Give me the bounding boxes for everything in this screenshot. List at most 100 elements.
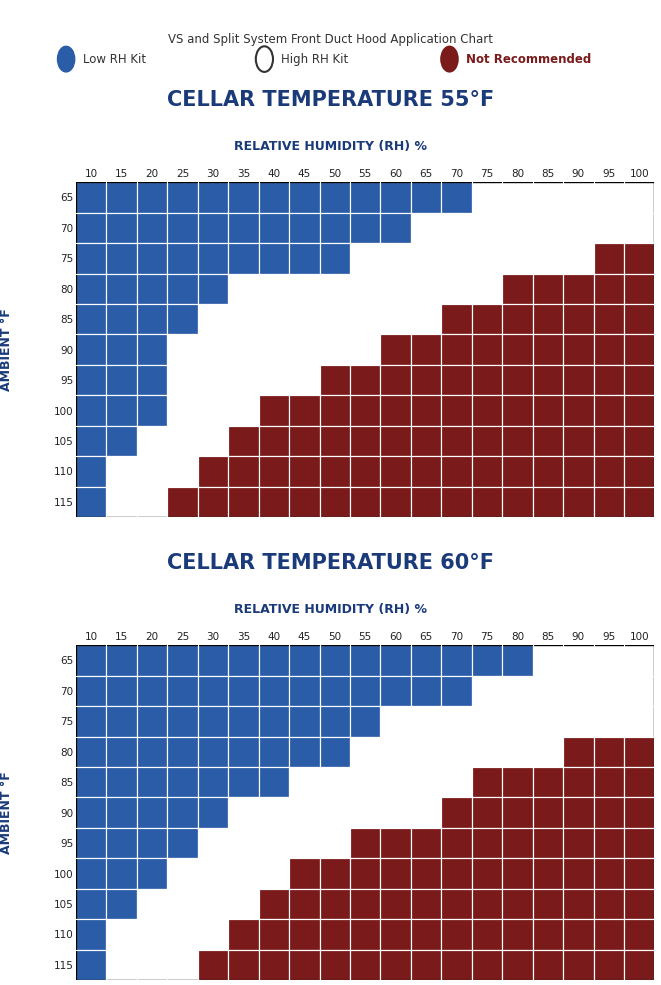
Bar (167, 798, 198, 827)
Bar (350, 767, 381, 798)
Bar (502, 364, 533, 395)
Bar (411, 364, 442, 395)
Bar (594, 426, 624, 456)
Bar (502, 243, 533, 274)
Bar (472, 645, 502, 676)
Bar (381, 243, 411, 274)
Bar (319, 950, 350, 980)
Bar (472, 182, 502, 213)
Bar (319, 798, 350, 827)
Bar (411, 798, 442, 827)
Bar (594, 919, 624, 950)
Bar (167, 888, 198, 919)
Bar (624, 182, 654, 213)
Bar (563, 706, 594, 737)
Bar (106, 243, 137, 274)
Bar (502, 737, 533, 767)
Bar (472, 335, 502, 364)
Bar (350, 395, 381, 426)
Bar (289, 335, 319, 364)
Bar (350, 243, 381, 274)
Bar (228, 182, 258, 213)
Bar (472, 798, 502, 827)
Bar (76, 487, 106, 517)
Bar (167, 645, 198, 676)
Bar (350, 335, 381, 364)
Bar (76, 274, 106, 304)
Bar (624, 827, 654, 858)
Bar (563, 737, 594, 767)
Bar (624, 737, 654, 767)
Bar (289, 182, 319, 213)
Bar (472, 213, 502, 243)
Bar (350, 798, 381, 827)
Bar (106, 858, 137, 888)
Bar (411, 335, 442, 364)
Bar (258, 213, 289, 243)
Bar (137, 888, 167, 919)
Bar (198, 182, 228, 213)
Bar (258, 364, 289, 395)
Bar (137, 487, 167, 517)
Bar (167, 243, 198, 274)
Bar (472, 706, 502, 737)
Bar (624, 798, 654, 827)
Bar (502, 213, 533, 243)
Bar (106, 919, 137, 950)
Bar (289, 858, 319, 888)
Bar (533, 213, 563, 243)
Text: RELATIVE HUMIDITY (RH) %: RELATIVE HUMIDITY (RH) % (234, 140, 427, 153)
Bar (258, 706, 289, 737)
Bar (137, 827, 167, 858)
Bar (228, 737, 258, 767)
Bar (198, 426, 228, 456)
Bar (228, 426, 258, 456)
Bar (563, 395, 594, 426)
Bar (350, 950, 381, 980)
Bar (533, 243, 563, 274)
Bar (106, 950, 137, 980)
Bar (624, 888, 654, 919)
Bar (289, 798, 319, 827)
Bar (472, 274, 502, 304)
Bar (137, 737, 167, 767)
Bar (533, 182, 563, 213)
Bar (594, 858, 624, 888)
Bar (442, 426, 472, 456)
Bar (624, 243, 654, 274)
Bar (319, 767, 350, 798)
Bar (563, 798, 594, 827)
Bar (289, 919, 319, 950)
Bar (198, 858, 228, 888)
Bar (502, 827, 533, 858)
Bar (502, 335, 533, 364)
Bar (594, 182, 624, 213)
Bar (106, 737, 137, 767)
Bar (563, 487, 594, 517)
Bar (411, 919, 442, 950)
Text: AMBIENT °F: AMBIENT °F (0, 771, 13, 854)
Bar (319, 274, 350, 304)
Bar (198, 456, 228, 487)
Bar (624, 919, 654, 950)
Bar (533, 888, 563, 919)
Bar (442, 213, 472, 243)
Bar (502, 676, 533, 706)
Bar (258, 274, 289, 304)
Bar (167, 706, 198, 737)
Bar (137, 274, 167, 304)
Bar (319, 827, 350, 858)
Bar (411, 395, 442, 426)
Bar (411, 676, 442, 706)
Bar (472, 426, 502, 456)
Bar (76, 456, 106, 487)
Bar (594, 395, 624, 426)
Bar (76, 304, 106, 335)
Bar (350, 858, 381, 888)
Bar (258, 487, 289, 517)
Bar (472, 858, 502, 888)
Bar (76, 767, 106, 798)
Bar (228, 456, 258, 487)
Bar (350, 676, 381, 706)
Bar (198, 487, 228, 517)
